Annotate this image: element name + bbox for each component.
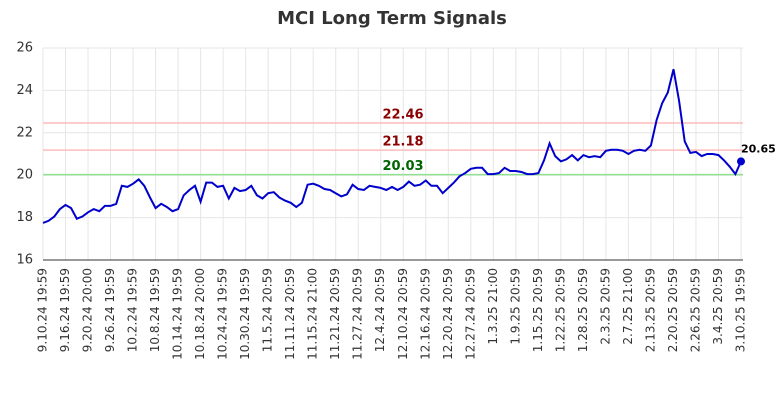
x-tick-label: 12.16.24 20:59 — [418, 268, 432, 360]
x-tick-label: 1.15.25 20:59 — [531, 268, 545, 352]
x-tick-label: 1.9.25 20:59 — [508, 268, 522, 345]
x-tick-label: 1.28.25 20:59 — [576, 268, 590, 352]
x-tick-label: 1.22.25 20:59 — [553, 268, 567, 352]
x-tick-label: 11.11.24 20:59 — [283, 268, 297, 360]
y-tick-label: 22 — [16, 125, 33, 140]
x-tick-label: 10.2.24 19:59 — [126, 268, 140, 352]
x-tick-label: 11.21.24 20:59 — [328, 268, 342, 360]
x-tick-label: 12.10.24 20:59 — [396, 268, 410, 360]
x-tick-label: 3.10.25 19:59 — [734, 268, 748, 352]
y-tick-label: 26 — [16, 41, 33, 56]
x-tick-label: 12.27.24 20:59 — [463, 268, 477, 360]
x-tick-label: 2.13.25 20:59 — [643, 268, 657, 352]
x-tick-label: 2.3.25 20:59 — [598, 268, 612, 345]
y-tick-label: 20 — [16, 168, 33, 183]
x-tick-label: 9.10.24 19:59 — [36, 268, 50, 352]
level-label: 21.18 — [382, 135, 423, 150]
x-tick-label: 10.18.24 20:00 — [193, 268, 207, 360]
x-tick-label: 9.20.24 20:00 — [81, 268, 95, 352]
x-tick-label: 9.16.24 19:59 — [58, 268, 72, 352]
line-series — [42, 68, 742, 224]
x-tick-label: 2.20.25 20:59 — [666, 268, 680, 352]
y-tick-label: 24 — [16, 83, 33, 98]
y-tick-label: 16 — [16, 253, 33, 268]
level-label: 22.46 — [382, 108, 423, 123]
x-tick-label: 10.24.24 19:59 — [216, 268, 230, 360]
x-tick-label: 12.4.24 20:59 — [373, 268, 387, 352]
last-point — [737, 157, 745, 166]
x-tick-label: 1.3.25 21:00 — [486, 268, 500, 345]
x-tick-label: 11.27.24 20:59 — [351, 268, 365, 360]
x-tick-label: 2.26.25 20:59 — [688, 268, 702, 352]
x-tick-label: 10.14.24 19:59 — [171, 268, 185, 360]
x-tick-label: 9.26.24 19:59 — [103, 268, 117, 352]
x-tick-label: 11.15.24 21:00 — [306, 268, 320, 360]
y-tick-label: 18 — [16, 210, 33, 225]
x-tick-label: 10.30.24 19:59 — [238, 268, 252, 360]
level-label: 20.03 — [382, 159, 423, 174]
x-tick-label: 12.20.24 20:59 — [441, 268, 455, 360]
chart-title: MCI Long Term Signals — [277, 8, 507, 29]
x-tick-label: 10.8.24 19:59 — [148, 268, 162, 352]
x-tick-label: 11.5.24 20:59 — [261, 268, 275, 352]
x-tick-label: 3.4.25 20:59 — [711, 268, 725, 345]
x-tick-label: 2.7.25 21:00 — [621, 268, 635, 345]
last-value-label: 20.65 — [741, 142, 776, 155]
